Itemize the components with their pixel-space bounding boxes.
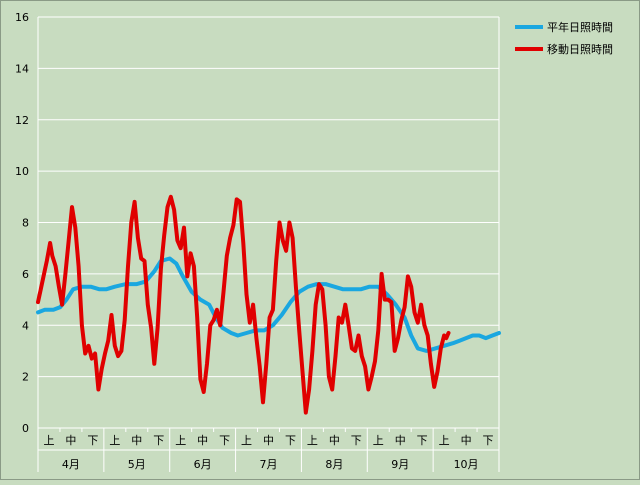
dekad-label: 中 — [461, 434, 472, 447]
dekad-label: 上 — [175, 434, 186, 447]
series-lines — [36, 194, 501, 415]
dekad-label: 下 — [351, 434, 362, 447]
y-tick-label: 12 — [15, 114, 29, 127]
y-tick-label: 0 — [22, 422, 29, 435]
dekad-label: 中 — [263, 434, 274, 447]
y-tick-label: 10 — [15, 165, 29, 178]
dekad-label: 下 — [483, 434, 494, 447]
y-tick-label: 8 — [22, 217, 29, 230]
series-line-1 — [36, 194, 451, 415]
month-label: 10月 — [454, 458, 479, 471]
y-tick-label: 6 — [22, 268, 29, 281]
dekad-label: 下 — [153, 434, 164, 447]
month-label: 8月 — [325, 458, 343, 471]
dekad-label: 下 — [285, 434, 296, 447]
dekad-label: 上 — [307, 434, 318, 447]
dekad-label: 中 — [329, 434, 340, 447]
dekad-label: 下 — [219, 434, 230, 447]
y-axis: 0 2 4 6 8 10 12 14 16 — [15, 11, 39, 435]
month-label: 5月 — [128, 458, 146, 471]
dekad-label: 上 — [241, 434, 252, 447]
dekad-label: 中 — [131, 434, 142, 447]
y-tick-label: 14 — [15, 62, 29, 75]
legend-label-0: 平年日照時間 — [547, 20, 613, 34]
dekad-label: 上 — [43, 434, 54, 447]
month-label: 4月 — [62, 458, 80, 471]
dekad-label: 中 — [395, 434, 406, 447]
month-label: 9月 — [391, 458, 409, 471]
dekad-label: 上 — [373, 434, 384, 447]
month-label: 6月 — [194, 458, 212, 471]
dekad-label: 上 — [439, 434, 450, 447]
y-tick-label: 16 — [15, 11, 29, 24]
dekad-label: 中 — [65, 434, 76, 447]
month-label: 7月 — [260, 458, 278, 471]
y-tick-label: 2 — [22, 371, 29, 384]
legend-label-1: 移動日照時間 — [547, 42, 613, 56]
x-axis: 4月上中下5月上中下6月上中下7月上中下8月上中下9月上中下10月上中下 — [37, 17, 500, 472]
dekad-label: 中 — [197, 434, 208, 447]
y-tick-label: 4 — [22, 319, 29, 332]
dekad-label: 下 — [417, 434, 428, 447]
dekad-label: 上 — [109, 434, 120, 447]
dekad-label: 下 — [87, 434, 98, 447]
